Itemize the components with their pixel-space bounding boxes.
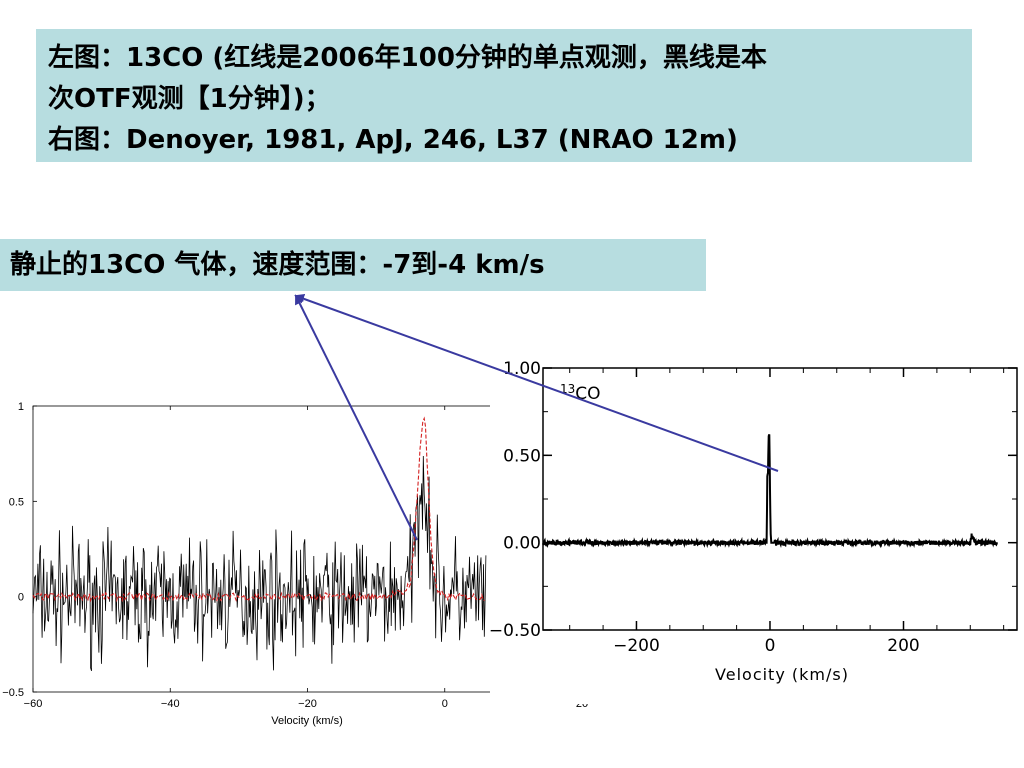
arrow-from-left-peak (295, 294, 418, 541)
left-spectrum-chart: −60−40−20020−0.500.51 Velocity (km/s) (2, 401, 588, 727)
left-x-tick-label: 0 (442, 698, 448, 710)
left-x-axis-label: Velocity (km/s) (271, 715, 343, 727)
left-x-tick-label: −60 (24, 698, 43, 710)
left-y-tick-label: 0 (18, 592, 24, 604)
right-spectrum-chart: −200 0 200−0.500.000.501.00 13CO Velocity … (489, 358, 1024, 704)
left-x-tick-label: −40 (161, 698, 180, 710)
right-x-tick-label: 0 (765, 636, 776, 656)
right-figure-background (490, 358, 1024, 704)
right-y-tick-label: 0.00 (503, 534, 541, 554)
right-x-axis-label: Velocity (km/s) (715, 665, 849, 684)
caption-line-3: 右图：Denoyer, 1981, ApJ, 246, L37 (NRAO 12… (48, 125, 738, 155)
note-box: 静止的13CO 气体，速度范围：-7到-4 km/s (0, 239, 706, 291)
caption-line-2: 次OTF观测【1分钟】)； (48, 84, 331, 114)
left-series-single-point-line (32, 416, 485, 603)
arrow-from-right-peak (294, 294, 779, 472)
right-y-tick-label: 0.50 (503, 446, 541, 466)
right-y-tick-label: 1.00 (503, 359, 541, 379)
right-x-tick-label: 200 (887, 636, 919, 656)
note-text: 静止的13CO 气体，速度范围：-7到-4 km/s (10, 250, 545, 280)
right-x-tick-label: −200 (613, 636, 660, 656)
caption-line-1: 左图：13CO (红线是2006年100分钟的单点观测，黑线是本 (48, 43, 767, 73)
left-y-tick-label: 1 (18, 401, 24, 413)
left-x-tick-label: −20 (298, 698, 317, 710)
left-series-otf-line (32, 455, 487, 672)
right-y-tick-label: −0.50 (489, 621, 541, 641)
right-series-line (542, 434, 998, 549)
left-y-tick-label: 0.5 (9, 496, 24, 508)
left-y-tick-label: −0.5 (2, 687, 24, 699)
caption-box: 左图：13CO (红线是2006年100分钟的单点观测，黑线是本 次OTF观测【… (36, 29, 972, 162)
